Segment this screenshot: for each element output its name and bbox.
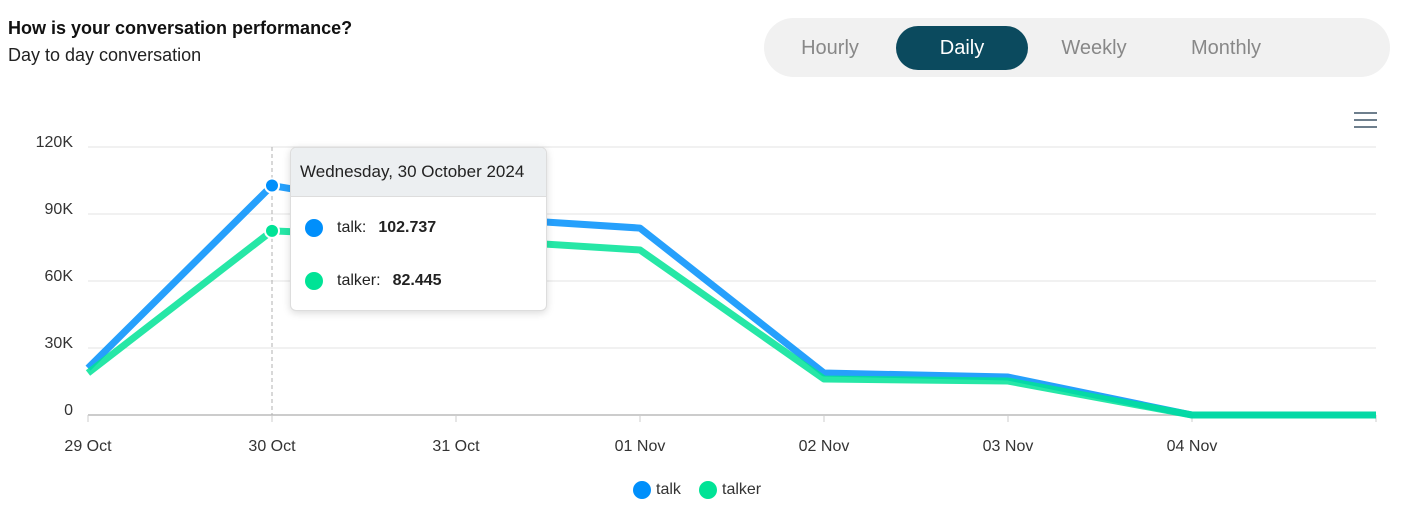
page-title: How is your conversation performance?	[8, 18, 353, 38]
x-tick-label: 29 Oct	[64, 438, 112, 455]
tooltip-label: talk:	[337, 219, 367, 236]
series-line	[85, 227, 1376, 419]
tooltip-row: talker: 82.445	[305, 271, 442, 291]
tooltip-marker	[305, 272, 323, 290]
hover-marker	[264, 222, 280, 239]
legend-label: talk	[656, 481, 682, 498]
legend-label: talker	[722, 481, 762, 498]
tooltip-title: Wednesday, 30 October 2024	[291, 148, 546, 197]
y-tick-label: 90K	[45, 201, 74, 218]
legend-item[interactable]: talk	[633, 481, 682, 499]
tooltip: Wednesday, 30 October 2024 talk: 102.737 ta…	[290, 147, 547, 311]
tooltip-row: talk: 102.737	[305, 218, 436, 238]
x-tick-label: 02 Nov	[799, 438, 850, 455]
y-tick-label: 120K	[36, 134, 74, 151]
x-tick-label: 04 Nov	[1167, 438, 1218, 455]
x-tick-label: 31 Oct	[432, 438, 480, 455]
x-tick-label: 03 Nov	[983, 438, 1034, 455]
tooltip-marker	[305, 219, 323, 237]
y-tick-label: 0	[64, 402, 73, 419]
tab-button[interactable]: Hourly	[801, 37, 859, 59]
tab-button[interactable]: Weekly	[1061, 37, 1127, 59]
tab-button[interactable]: Daily	[896, 26, 1028, 70]
legend-marker	[699, 481, 717, 499]
menu-icon[interactable]	[1350, 108, 1380, 132]
series-line	[85, 182, 1376, 419]
tab-bar: Hourly Daily Weekly Monthly	[764, 18, 1390, 77]
y-tick-label: 60K	[45, 268, 74, 285]
x-tick-label: 30 Oct	[248, 438, 296, 455]
tooltip-value: 82.445	[392, 272, 442, 289]
y-tick-label: 30K	[45, 335, 74, 352]
legend-marker	[633, 481, 651, 499]
tab-button[interactable]: Monthly	[1190, 37, 1262, 59]
page-subtitle: Day to day conversation	[8, 45, 202, 65]
tooltip-value: 102.737	[378, 219, 437, 236]
hover-marker	[264, 177, 280, 194]
tooltip-label: talker:	[337, 272, 381, 289]
legend-item[interactable]: talker	[699, 481, 762, 499]
x-tick-label: 01 Nov	[615, 438, 666, 455]
